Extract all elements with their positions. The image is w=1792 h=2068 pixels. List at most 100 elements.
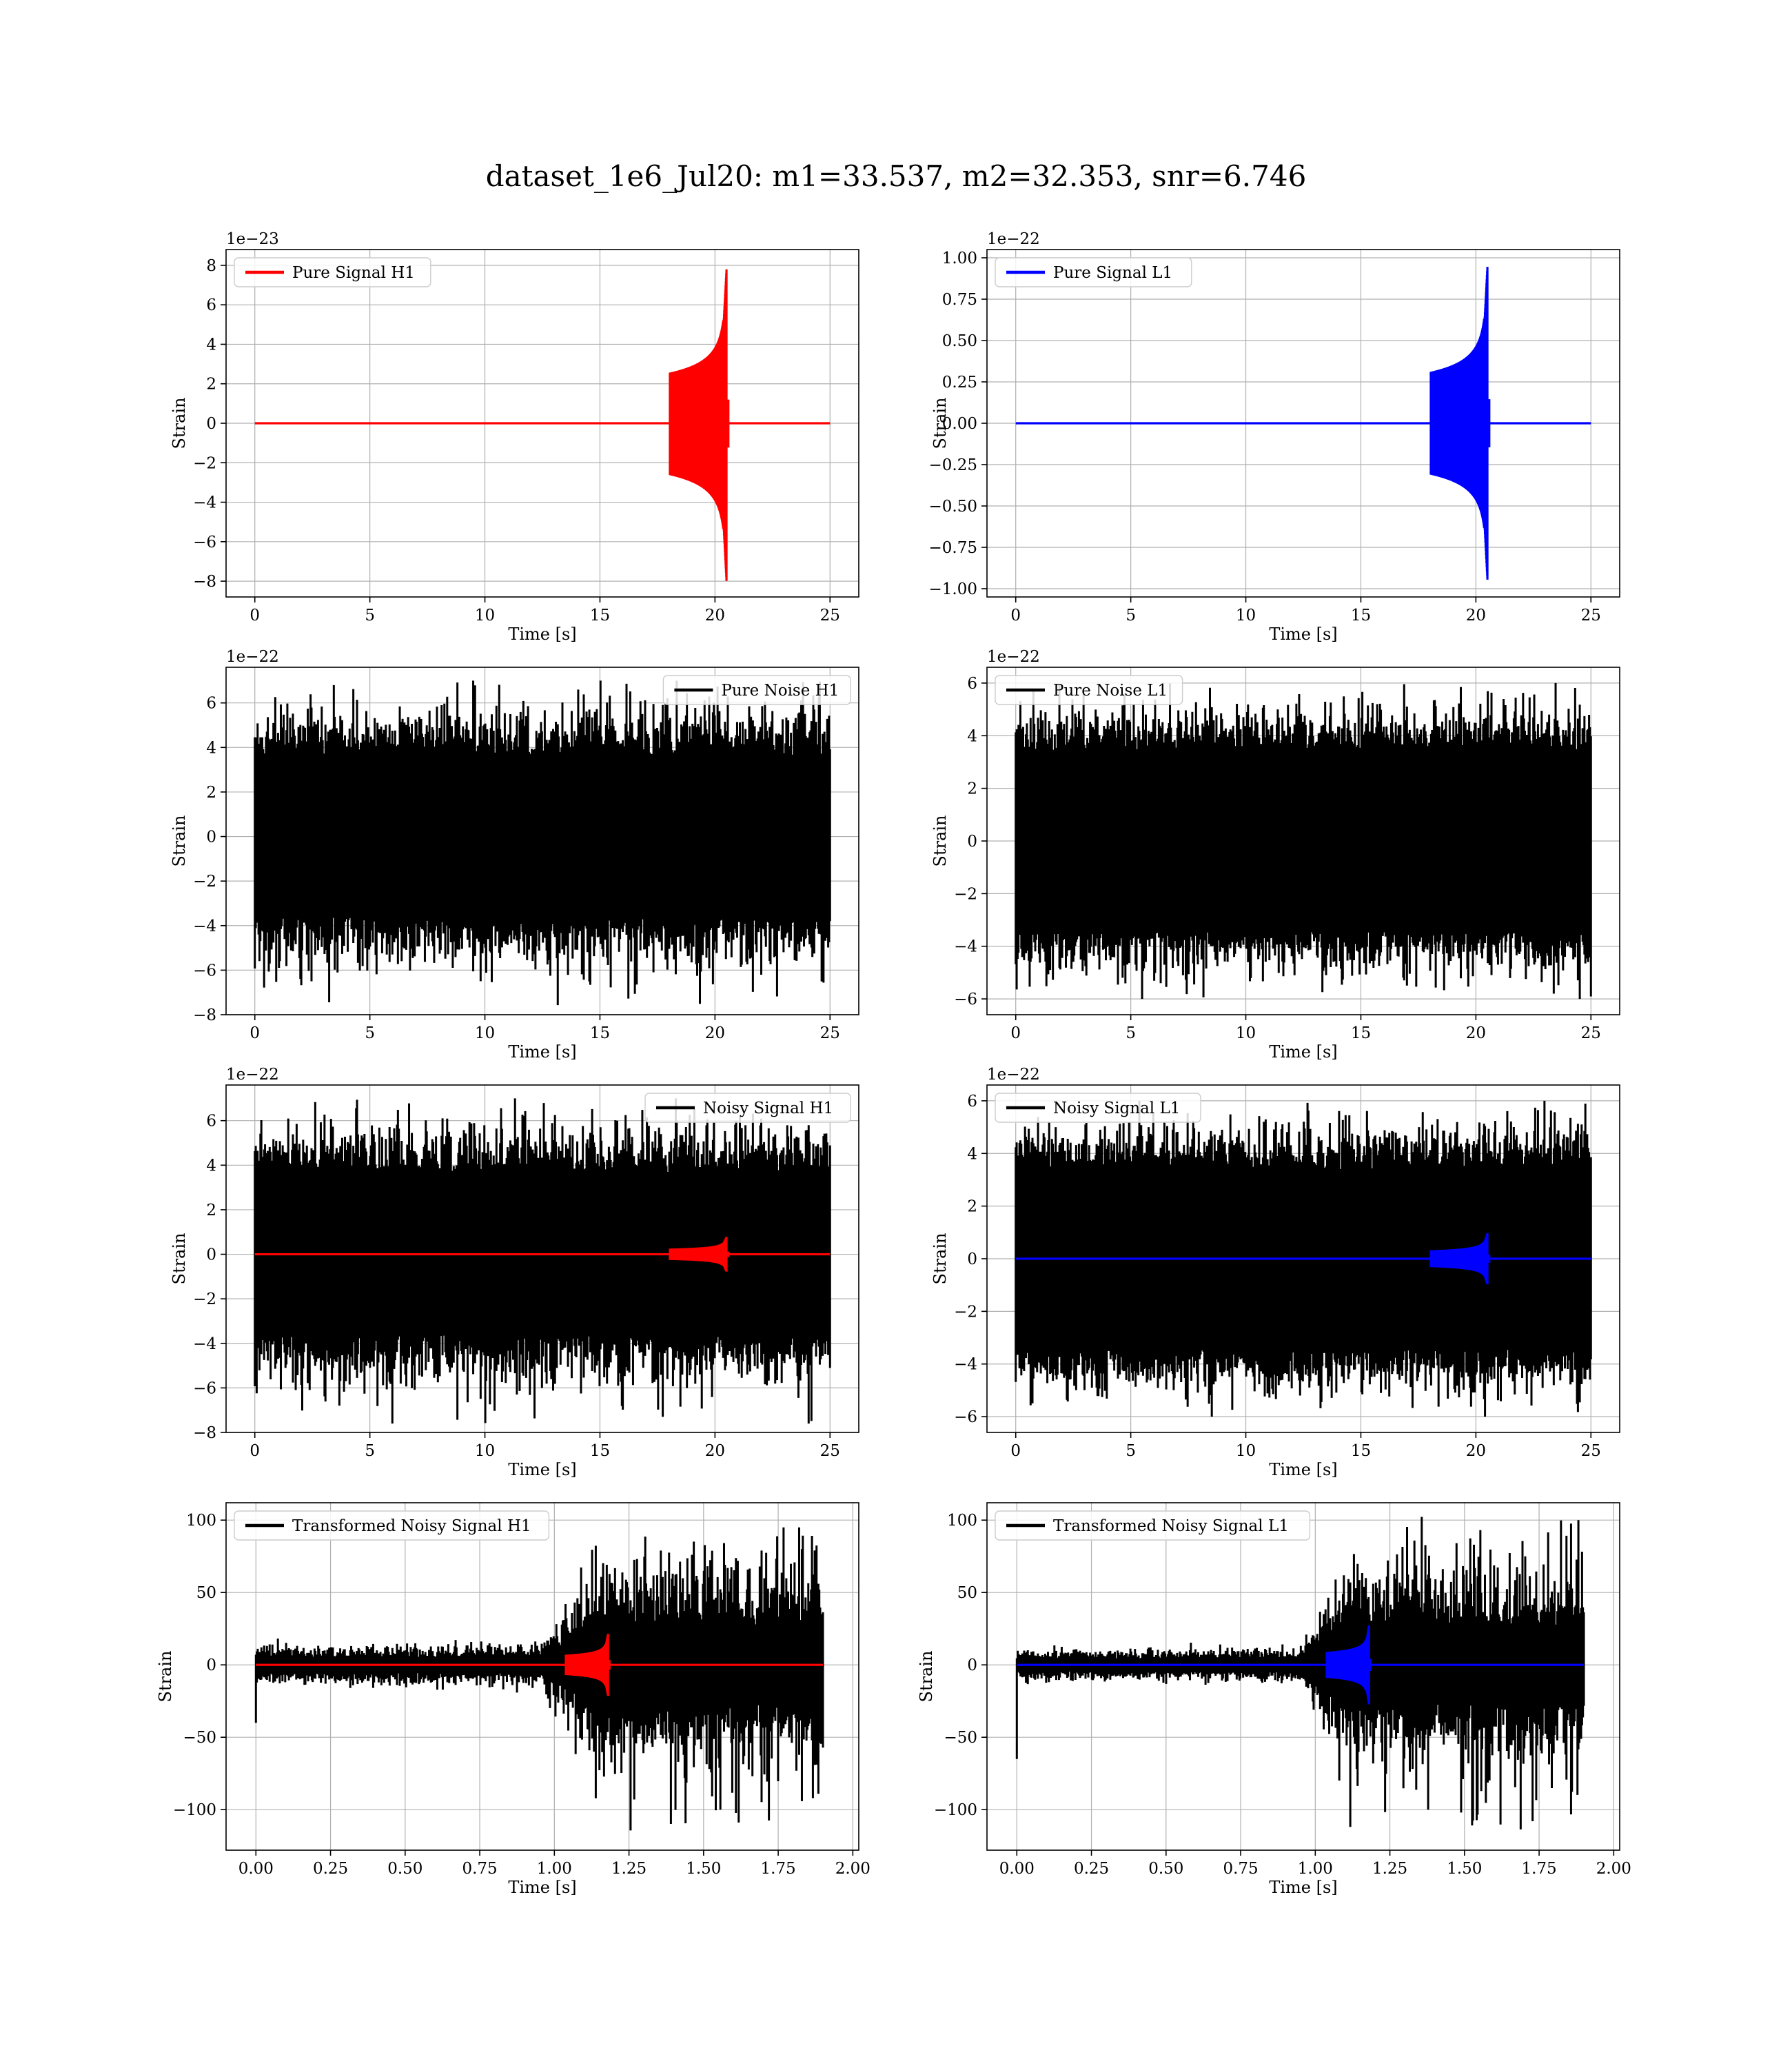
y-tick-label: −1.00 [929, 580, 977, 598]
y-tick-label: 4 [967, 1145, 977, 1163]
x-tick-label: 15 [590, 1442, 610, 1460]
y-tick-label: 0.25 [942, 374, 977, 392]
subplot-top-right: 0 5 10 15 20 25 −1.00 −0.75 −0.50 −0.25 0.00 0.25 0.… [929, 230, 1620, 644]
x-tick-label: 2.00 [1596, 1860, 1631, 1878]
plot-area [1015, 1517, 1585, 1829]
plot-area [1015, 267, 1591, 580]
x-tick-label: 20 [1466, 607, 1486, 625]
x-tick-label: 25 [1581, 1024, 1601, 1042]
x-tick-label: 5 [1126, 607, 1136, 625]
x-tick-label: 15 [1351, 607, 1371, 625]
y-tick-label: −50 [183, 1729, 216, 1747]
y-axis-label: Strain [156, 1651, 175, 1703]
y-tick-label: 50 [957, 1584, 977, 1602]
y-tick-label: 0 [206, 829, 216, 847]
y-tick-label: −6 [193, 534, 216, 551]
y-tick-label: −2 [193, 454, 216, 472]
y-tick-label: 0.50 [942, 332, 977, 350]
x-tick-label: 1.25 [1372, 1860, 1407, 1878]
x-axis: 0 5 10 15 20 25 [1010, 1432, 1601, 1460]
y-tick-label: −8 [193, 1006, 216, 1024]
y-tick-label: 0 [967, 833, 977, 851]
y-tick-label: −0.25 [929, 456, 977, 474]
x-axis: 0 5 10 15 20 25 [250, 597, 840, 625]
x-tick-label: 0 [1010, 1024, 1021, 1042]
x-tick-label: 25 [1581, 1442, 1601, 1460]
x-tick-label: 15 [1351, 1442, 1371, 1460]
series-transformed-noisy-signal-l1 [1015, 1517, 1585, 1829]
axes-frame [225, 1502, 859, 1851]
legend-frame [234, 257, 431, 287]
series-pure-noise-h1 [254, 680, 831, 1006]
legend: Transformed Noisy Signal H1 [234, 1510, 550, 1541]
x-tick-label: 1.50 [1447, 1860, 1482, 1878]
x-tick-label: 20 [1466, 1024, 1486, 1042]
y-tick-label: −8 [193, 573, 216, 591]
x-tick-label: 2.00 [835, 1860, 870, 1878]
x-tick-label: 0 [1010, 1442, 1021, 1460]
x-tick-label: 25 [820, 607, 840, 625]
series-transformed-noisy-signal-h1 [254, 1527, 824, 1831]
legend-entry-label: Pure Noise H1 [721, 682, 839, 700]
plot-area [254, 1098, 831, 1424]
axes-frame [225, 1084, 859, 1433]
y-axis-label: Strain [170, 398, 189, 449]
axis-offset-label: 1e−22 [226, 648, 279, 666]
x-tick-label: 10 [475, 607, 495, 625]
plot-area [254, 269, 831, 581]
y-tick-label: 100 [186, 1512, 216, 1530]
x-tick-label: 0 [250, 607, 260, 625]
axes-frame [225, 667, 859, 1015]
y-tick-label: −0.75 [929, 539, 977, 557]
x-axis-label: Time [s] [508, 625, 576, 644]
y-axis: −100 −50 0 50 100 [934, 1512, 987, 1819]
legend-entry-label: Noisy Signal H1 [703, 1099, 833, 1117]
y-tick-label: −4 [954, 938, 977, 956]
series-noisy-signal-h1 [254, 1098, 831, 1424]
y-tick-label: −4 [954, 1356, 977, 1374]
plot-area [254, 680, 831, 1006]
x-axis: 0 5 10 15 20 25 [1010, 1015, 1601, 1042]
x-tick-label: 0.25 [1074, 1860, 1109, 1878]
x-tick-label: 5 [365, 1024, 375, 1042]
y-tick-label: 0 [967, 1250, 977, 1268]
y-axis: −6 −4 −2 0 2 4 6 [954, 1093, 987, 1426]
x-axis-label: Time [s] [508, 1460, 576, 1479]
series-chirp-overlay [254, 1237, 831, 1272]
x-tick-label: 20 [705, 1024, 725, 1042]
y-tick-label: 2 [206, 1202, 216, 1219]
legend: Transformed Noisy Signal L1 [995, 1510, 1311, 1541]
subplot-row2-left: 0 5 10 15 20 25 −8 −6 −4 −2 0 2 4 6 Time [s] Strain 1e−2… [170, 648, 859, 1062]
y-tick-label: −2 [193, 873, 216, 891]
x-tick-label: 10 [1236, 1024, 1256, 1042]
x-tick-label: 10 [475, 1024, 495, 1042]
legend: Pure Signal L1 [995, 257, 1192, 287]
legend-frame [995, 675, 1183, 705]
y-axis: −6 −4 −2 0 2 4 6 [954, 675, 987, 1008]
plot-area [1015, 1100, 1592, 1417]
x-tick-label: 0 [250, 1024, 260, 1042]
y-tick-label: −6 [193, 962, 216, 980]
legend-frame [995, 257, 1192, 287]
series-pure-signal-h1 [254, 269, 831, 581]
subplot-bottom-right: 0.00 0.25 0.50 0.75 1.00 1.25 1.50 1.75 2.00 −100… [917, 1502, 1631, 1897]
y-tick-label: 100 [947, 1512, 977, 1530]
x-tick-label: 25 [1581, 607, 1601, 625]
plot-area [254, 1527, 824, 1831]
x-tick-label: 5 [365, 607, 375, 625]
subplot-bottom-left: 0.00 0.25 0.50 0.75 1.00 1.25 1.50 1.75 2.00 −100… [156, 1502, 870, 1897]
legend: Noisy Signal H1 [644, 1093, 851, 1123]
y-axis-label: Strain [930, 398, 950, 449]
x-axis: 0 5 10 15 20 25 [250, 1015, 840, 1042]
x-tick-label: 1.00 [537, 1860, 572, 1878]
x-tick-label: 10 [1236, 607, 1256, 625]
y-tick-label: 0 [967, 1656, 977, 1674]
axis-offset-label: 1e−22 [987, 648, 1040, 666]
x-tick-label: 5 [1126, 1442, 1136, 1460]
y-tick-label: 6 [206, 695, 216, 713]
x-tick-label: 0.00 [999, 1860, 1035, 1878]
y-tick-label: 0 [206, 1246, 216, 1264]
axis-offset-label: 1e−22 [987, 1066, 1040, 1084]
